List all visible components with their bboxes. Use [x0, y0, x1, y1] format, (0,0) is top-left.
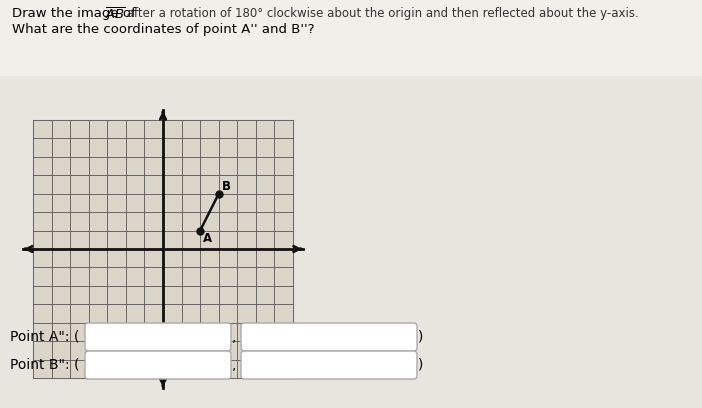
FancyBboxPatch shape: [241, 351, 417, 379]
FancyBboxPatch shape: [85, 323, 231, 351]
Text: B: B: [222, 180, 231, 193]
Text: ,: ,: [232, 330, 237, 344]
Text: ): ): [418, 358, 423, 372]
Text: $\overline{AB}$: $\overline{AB}$: [105, 7, 126, 22]
Text: Point A": (: Point A": (: [10, 330, 79, 344]
Text: What are the coordinates of point A'' and B''?: What are the coordinates of point A'' an…: [12, 23, 314, 36]
Text: ): ): [418, 330, 423, 344]
Bar: [33, 120, 293, 378]
Text: Draw the image of: Draw the image of: [12, 7, 144, 20]
Text: ,: ,: [232, 358, 237, 372]
Text: A: A: [203, 232, 212, 244]
Bar: [0, 0, 702, 75]
Text: after a rotation of 180° clockwise about the origin and then reflected about the: after a rotation of 180° clockwise about…: [123, 7, 639, 20]
Text: Point B": (: Point B": (: [10, 358, 79, 372]
FancyBboxPatch shape: [85, 351, 231, 379]
FancyBboxPatch shape: [241, 323, 417, 351]
